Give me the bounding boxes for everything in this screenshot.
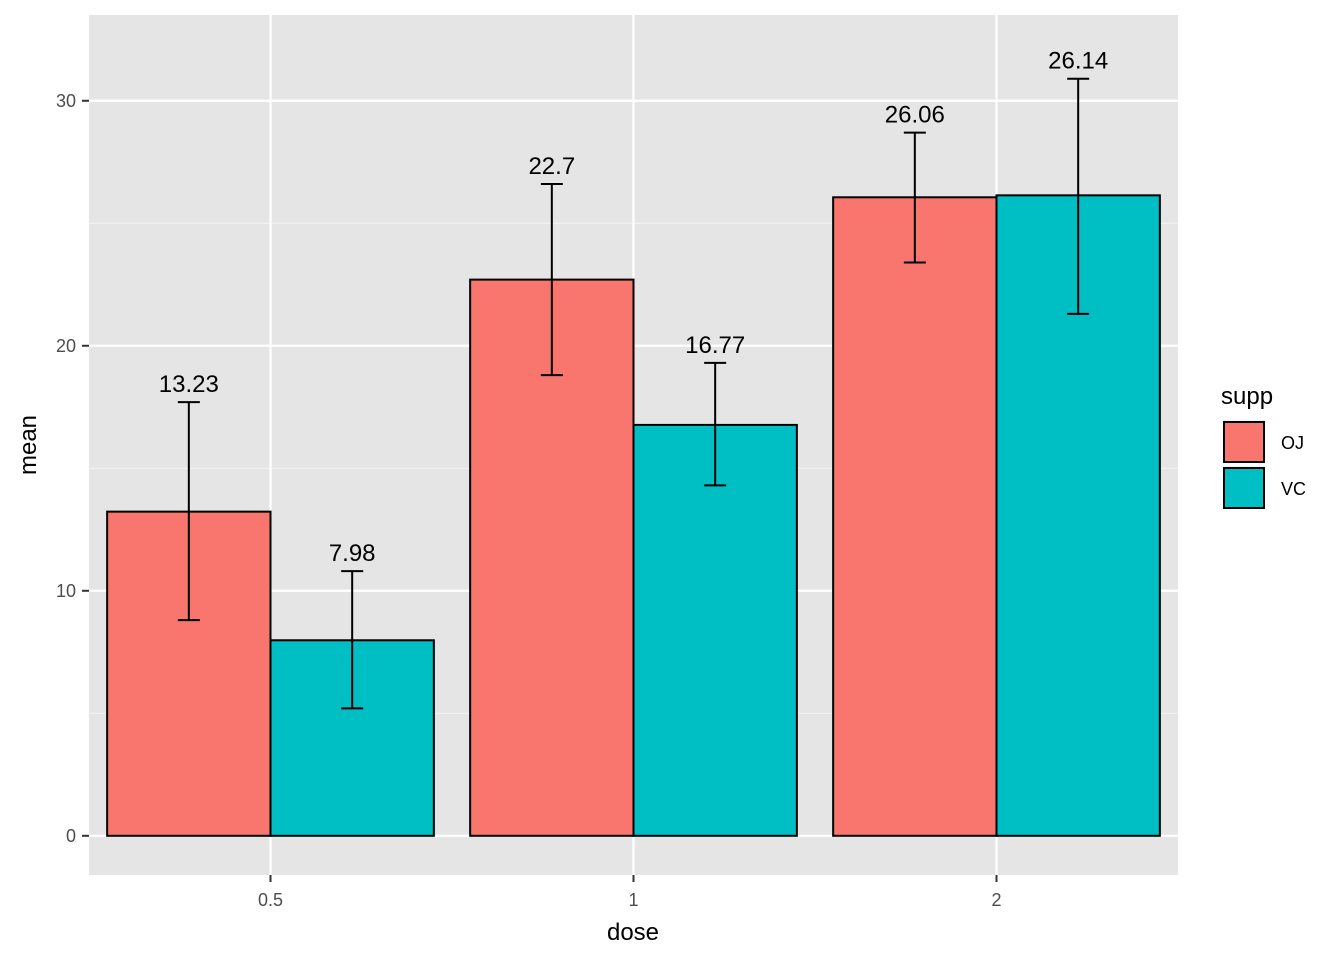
legend-key-vc bbox=[1223, 467, 1265, 509]
data-label: 16.77 bbox=[685, 332, 745, 359]
bar-vc-2 bbox=[995, 194, 1161, 837]
data-label: 7.98 bbox=[329, 540, 376, 567]
legend-title: supp bbox=[1221, 383, 1273, 410]
data-label: 26.14 bbox=[1048, 48, 1108, 75]
error-bar bbox=[177, 401, 200, 622]
data-labels-layer: 13.23 22.7 26.06 7.98 16.77 26.14 bbox=[159, 48, 1108, 567]
bars-layer bbox=[106, 194, 1161, 837]
bar-vc-1 bbox=[632, 423, 798, 837]
error-bar bbox=[341, 570, 364, 710]
y-tick-label: 30 bbox=[56, 91, 76, 111]
legend: supp OJ VC bbox=[1221, 383, 1306, 509]
error-bar bbox=[1067, 77, 1090, 315]
x-tick-label: 2 bbox=[991, 890, 1001, 910]
data-label: 22.7 bbox=[528, 153, 575, 180]
bar-oj-2 bbox=[832, 196, 998, 837]
error-bar bbox=[704, 361, 727, 487]
y-tick-label: 20 bbox=[56, 336, 76, 356]
legend-key-oj bbox=[1223, 421, 1265, 463]
x-axis: 0.5 1 2 bbox=[258, 875, 1002, 910]
y-tick-label: 10 bbox=[56, 581, 76, 601]
legend-label: OJ bbox=[1281, 433, 1304, 453]
error-bar bbox=[540, 183, 563, 377]
y-axis-title: mean bbox=[15, 415, 42, 475]
y-axis: 0 10 20 30 bbox=[56, 91, 89, 846]
error-bars-layer bbox=[177, 77, 1090, 710]
x-tick-label: 1 bbox=[628, 890, 638, 910]
x-axis-title: dose bbox=[607, 919, 659, 946]
data-label: 13.23 bbox=[159, 371, 219, 398]
legend-label: VC bbox=[1281, 479, 1306, 499]
x-tick-label: 0.5 bbox=[258, 890, 283, 910]
data-label: 26.06 bbox=[885, 102, 945, 129]
error-bar bbox=[903, 131, 926, 264]
y-tick-label: 0 bbox=[66, 826, 76, 846]
